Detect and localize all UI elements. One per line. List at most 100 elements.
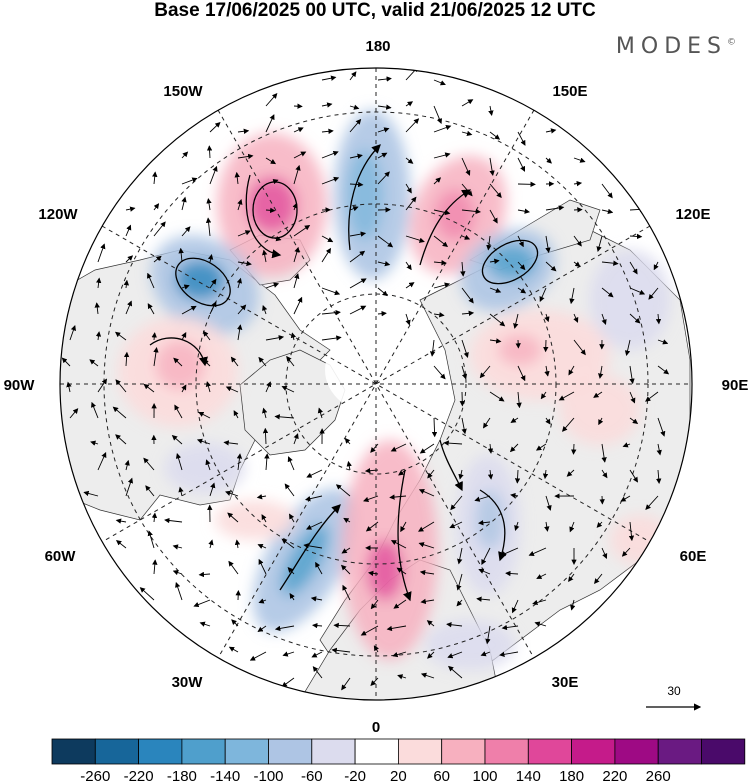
wind-vector-arrow [601,313,607,325]
wind-vector-arrow [489,209,498,224]
wind-vector-arrow [125,477,134,497]
wind-vector-arrow [514,469,521,484]
wind-vector-arrow [123,279,130,289]
wind-vector-arrow [153,255,162,263]
wind-vector-arrow [489,391,505,402]
wind-vector-arrow [485,625,491,645]
wind-vector-arrow [237,128,250,134]
wind-vector-arrow [349,206,359,212]
colorbar-tick-label: 100 [472,768,497,783]
wind-vector-arrow [115,540,127,549]
cyclone-w [175,257,231,307]
anomaly-positive-w-core [155,340,205,390]
wind-vector-arrow [264,453,270,471]
colorbar-swatch [224,738,269,765]
wind-vector-arrow [370,443,379,453]
colorbar-swatch [397,738,443,765]
wind-vector-arrow [349,305,367,315]
anomaly-positive-e-core [498,334,542,366]
wind-vector-arrow [147,303,155,315]
wind-vector-arrow [143,457,155,471]
wind-vector-arrow [97,243,106,263]
anomaly-negative-far-e [590,250,670,350]
wind-vector-arrow [461,417,467,435]
wind-vector-arrow [349,71,357,81]
wind-vector-arrow [461,157,471,176]
lon-label-180: 180 [365,38,390,55]
wind-vector-arrow [418,489,435,497]
wind-vector-arrow [145,485,155,497]
colorbar: -260 -220 -180 -140 -100 -60 -20 20 60 100 140 180 2… [51,738,746,783]
wind-vector-arrow [500,547,519,557]
wind-vector-arrow [629,313,641,324]
wind-vector-arrow [481,547,491,566]
wind-vector-arrow [449,521,463,529]
wind-vector-arrow [203,330,211,341]
wind-vector-arrow [501,624,519,631]
wind-vector-arrow [487,469,494,480]
wind-vector-arrow [486,235,492,251]
anomaly-negative-n-core [347,150,383,240]
anomaly-negative-far-s [425,620,515,670]
wind-vector-arrow [461,365,468,380]
wind-vector-arrow [446,622,463,628]
wind-vector-arrow [262,407,268,419]
wind-vector-arrow [287,567,295,575]
wind-vector-arrow [321,309,341,316]
wind-vector-arrow [227,512,239,523]
wind-vector-arrow [153,203,160,211]
anomaly-positive-far-e [560,375,640,445]
wind-vector-arrow [69,408,79,419]
wind-vector-arrow [420,672,435,679]
lon-label-150e: 150E [552,83,587,100]
wind-vector-arrow [377,261,391,267]
wind-vector-arrow [198,411,211,419]
wind-vector-arrow [261,514,267,523]
wind-vector-arrow [594,573,603,585]
wind-vector-arrow [115,434,127,445]
graticule [60,68,692,700]
wind-vector-arrow [193,599,211,608]
wind-vector-arrow [173,357,183,367]
wind-vector-arrow [349,153,363,159]
polar-cap [325,325,435,415]
wind-vector-arrow [97,378,108,393]
wind-vector-arrow [461,234,471,240]
wind-vector-arrow [97,451,107,471]
wind-vector-arrow [181,151,189,159]
wind-vector-arrow [124,459,130,471]
lon-label-60e: 60E [680,548,707,565]
wind-vector-arrow [265,114,275,133]
wind-vector-arrow [228,560,239,575]
wind-vector-arrow [151,512,158,523]
wind-vector-arrow [601,287,614,298]
colorbar-swatch [94,738,140,765]
wind-vector-arrow [290,332,297,341]
wind-vector-arrow [293,103,303,109]
wind-vector-arrow [405,183,412,194]
wind-vector-arrow [545,205,565,211]
wind-vector-arrow [573,313,579,323]
wind-vector-arrow [274,414,295,420]
wind-vector-arrow [476,596,491,602]
wind-vector-arrow [456,599,463,607]
wind-vector-arrow [181,226,191,237]
wind-vector-arrow [209,121,221,133]
wind-vector-arrow [333,622,351,629]
wind-vector-arrow [125,255,134,263]
brand-logo: MODES© [616,34,736,59]
wind-vector-arrow [349,104,360,110]
wind-vector-arrow [274,625,295,632]
wind-vector-arrow [450,495,463,511]
wind-vector-arrow [474,495,491,502]
colorbar-swatch [268,738,313,765]
anomaly-positive-s-core [367,540,403,600]
wind-vector-arrow [236,453,243,471]
wind-vector-arrow [405,261,412,271]
anomaly-negative-w-core [175,260,225,300]
wind-vector-arrow [206,145,213,159]
wind-vector-arrow [566,469,575,477]
wind-vector-arrow [377,287,388,297]
wind-vector-arrow [237,153,254,160]
wind-vector-arrow [418,542,435,549]
